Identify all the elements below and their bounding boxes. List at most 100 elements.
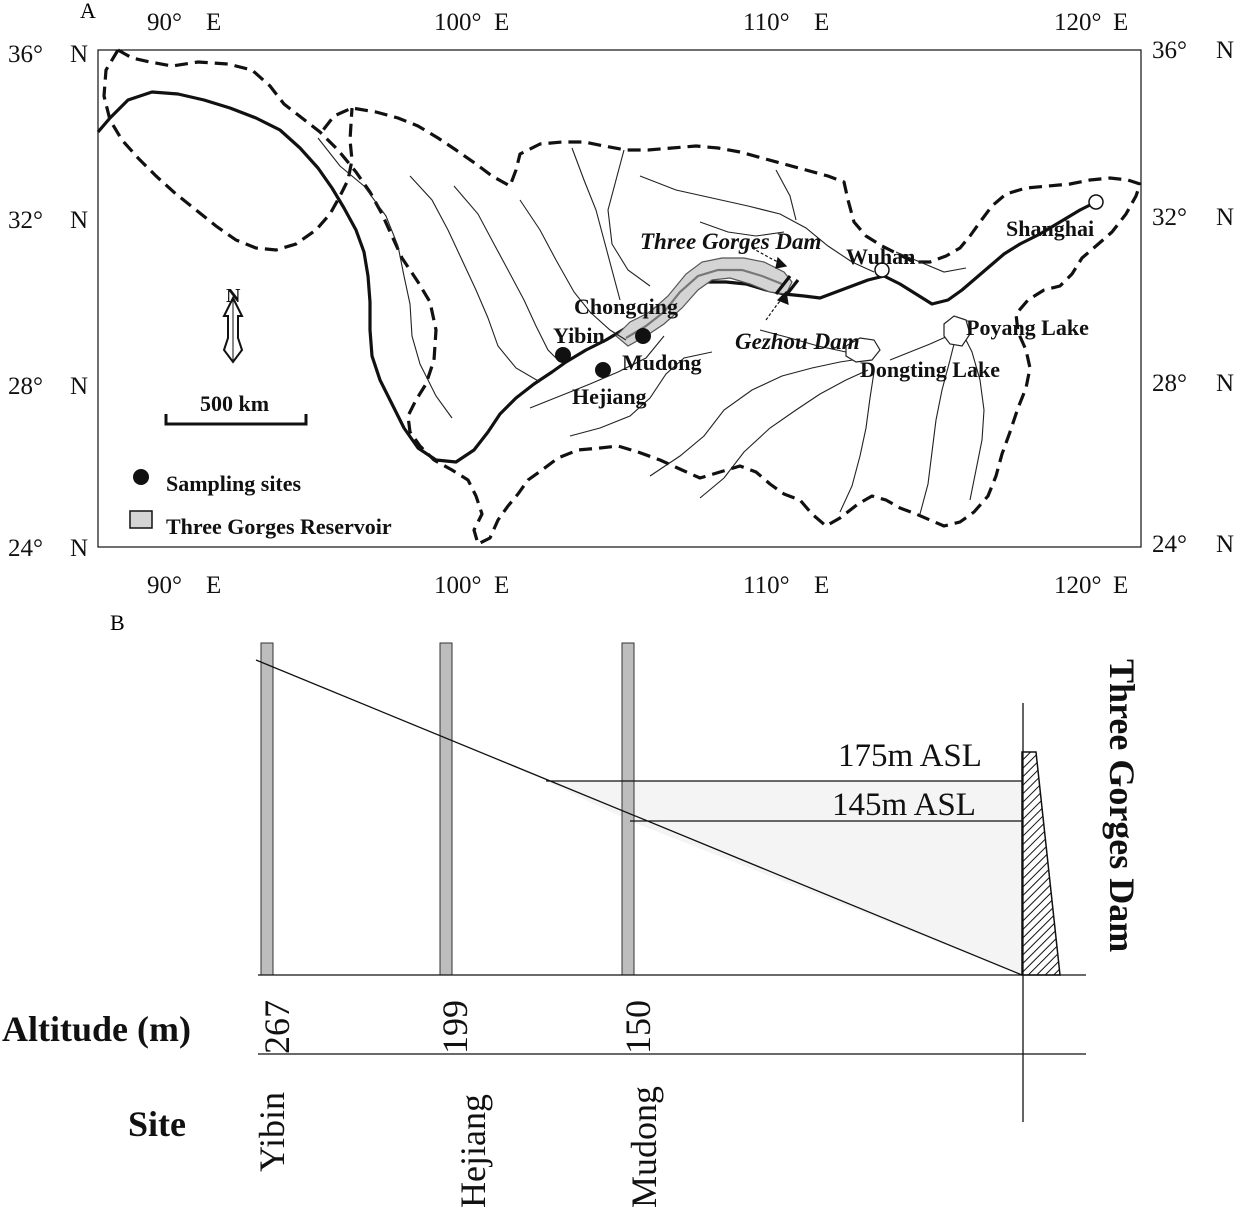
dongting-lake-shape (845, 337, 881, 363)
three-gorges-dam-label: Three Gorges Dam (640, 229, 821, 254)
mudong-altitude: 150 (618, 1000, 658, 1054)
bottom-lon-100-dir: E (494, 572, 509, 599)
left-latitude-labels: 36° N 32° N 28° N 24° N (8, 41, 88, 562)
top-lon-90-deg: 90° (147, 9, 182, 36)
bottom-lon-90-deg: 90° (147, 572, 182, 599)
tributary-jinsha (317, 137, 453, 419)
basin-boundary-west (102, 49, 354, 252)
tributary-gan (919, 335, 957, 515)
tributaries (317, 137, 985, 515)
tributary-yuan (649, 357, 867, 477)
right-lat-24-dir: N (1216, 531, 1234, 558)
right-lat-28-deg: 28° (1152, 370, 1187, 397)
top-longitude-labels: 90° E 100° E 110° E 120° E (147, 9, 1128, 36)
mudong-post (621, 642, 635, 976)
panel-b-label: B (110, 610, 125, 635)
poyang-lake-shape (943, 315, 971, 347)
tributary-zi (699, 369, 869, 499)
legend-reservoir-swatch (129, 510, 153, 529)
right-lat-32-deg: 32° (1152, 204, 1187, 231)
chongqing-label: Chongqing (574, 294, 678, 319)
wuhan-label: Wuhan (846, 244, 915, 269)
tributary-han-upper (699, 221, 785, 237)
bottom-lon-90-dir: E (206, 572, 221, 599)
tributary-wu (529, 335, 665, 409)
bottom-lon-110-dir: E (814, 572, 829, 599)
right-lat-36-deg: 36° (1152, 37, 1187, 64)
legend-site-marker (133, 469, 149, 485)
top-lon-100-dir: E (494, 9, 509, 36)
level-175-label: 175m ASL (838, 738, 982, 774)
tributary-fuhe (961, 331, 985, 501)
hejiang-altitude: 199 (435, 1000, 475, 1054)
reservoir-high-water (546, 781, 1022, 821)
bottom-lon-120-dir: E (1113, 572, 1128, 599)
panel-a-label: A (80, 0, 96, 23)
yangtze-main-river (96, 90, 1101, 464)
right-lat-28-dir: N (1216, 370, 1234, 397)
riverbed-profile-line (255, 659, 1023, 976)
dam-pointer-arrow (751, 247, 788, 269)
left-lat-36-dir: N (70, 41, 88, 68)
tributary-jialing (519, 199, 627, 341)
mudong-site-marker (635, 328, 651, 344)
north-arrow: N (222, 285, 244, 364)
altitude-row-label: Altitude (m) (2, 1009, 191, 1049)
legend-sampling-sites: Sampling sites (166, 471, 302, 496)
shanghai-marker (1088, 194, 1104, 210)
top-lon-120-dir: E (1113, 9, 1128, 36)
left-lat-32-deg: 32° (8, 207, 43, 234)
bottom-longitude-labels: 90° E 100° E 110° E 120° E (147, 572, 1128, 599)
scale-bar-label: 500 km (200, 391, 269, 416)
tributary-danjiang (775, 169, 797, 221)
top-lon-110-dir: E (814, 9, 829, 36)
top-lon-110-deg: 110° (743, 9, 790, 36)
reservoir-centerline (625, 268, 783, 339)
hejiang-site-name: Hejiang (453, 1094, 493, 1208)
left-lat-28-deg: 28° (8, 373, 43, 400)
dongting-lake-label: Dongting Lake (860, 357, 1000, 382)
map-legend: Sampling sites Three Gorges Reservoir (129, 469, 392, 539)
hejiang-label: Hejiang (572, 384, 647, 409)
level-145-label: 145m ASL (832, 787, 976, 823)
yibin-post (260, 642, 274, 976)
tributary-huai-link (895, 251, 967, 273)
yibin-site-name: Yibin (252, 1092, 292, 1172)
shanghai-label: Shanghai (1006, 216, 1094, 241)
tributary-han (639, 175, 875, 273)
left-lat-32-dir: N (70, 207, 88, 234)
yibin-altitude: 267 (257, 1000, 297, 1054)
three-gorges-reservoir (615, 257, 793, 347)
left-lat-24-deg: 24° (8, 535, 43, 562)
right-lat-24-deg: 24° (1152, 531, 1187, 558)
bottom-lon-110-deg: 110° (743, 572, 790, 599)
poyang-lake-label: Poyang Lake (966, 315, 1089, 340)
bottom-lon-100-deg: 100° (434, 572, 482, 599)
site-row-label: Site (128, 1104, 186, 1144)
map-frame (97, 49, 1142, 548)
left-lat-24-dir: N (70, 535, 88, 562)
tributary-fu (571, 147, 621, 301)
tributary-qu (607, 149, 651, 287)
basin-boundary (117, 48, 1142, 546)
hejiang-post (439, 642, 453, 976)
wuhan-marker (874, 262, 890, 278)
top-lon-90-dir: E (206, 9, 221, 36)
dam-title: Three Gorges Dam (1102, 659, 1142, 952)
legend-reservoir: Three Gorges Reservoir (166, 514, 392, 539)
top-lon-120-deg: 120° (1054, 9, 1102, 36)
top-lon-100-deg: 100° (434, 9, 482, 36)
right-latitude-labels: 36° N 32° N 28° N 24° N (1152, 37, 1234, 558)
tributary-xiu (889, 335, 949, 361)
yibin-site-marker (555, 347, 571, 363)
bottom-lon-120-deg: 120° (1054, 572, 1102, 599)
gezhou-pointer-arrow (765, 290, 789, 321)
tributary-min (453, 185, 561, 363)
scale-bar: 500 km (164, 391, 308, 426)
left-lat-36-deg: 36° (8, 41, 43, 68)
yibin-label: Yibin (553, 323, 605, 348)
tributary-yalong (409, 175, 541, 383)
mudong-site-name: Mudong (624, 1086, 664, 1208)
right-lat-32-dir: N (1216, 204, 1234, 231)
